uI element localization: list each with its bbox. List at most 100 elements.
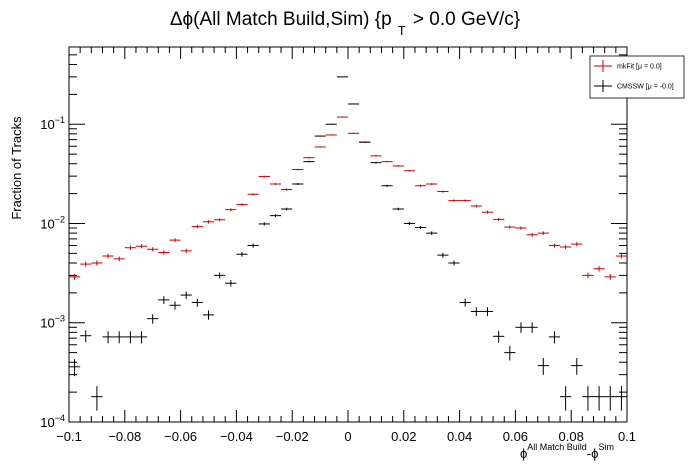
data-point-cmssw	[191, 298, 203, 307]
data-point-mkfit	[269, 182, 282, 186]
data-point-mkfit	[426, 182, 438, 186]
data-point-cmssw	[381, 184, 393, 187]
data-point-mkfit	[135, 244, 148, 249]
data-point-cmssw	[202, 310, 215, 320]
x-axis-title-sup2: Sim	[598, 442, 614, 452]
data-point-cmssw	[258, 222, 270, 226]
y-tick-label: 10−4	[40, 413, 65, 430]
data-point-cmssw	[403, 221, 415, 226]
data-point-mkfit	[437, 190, 449, 193]
data-point-cmssw	[392, 207, 404, 211]
y-axis-tick-labels: 10−410−310−210−1	[40, 115, 65, 430]
data-point-mkfit	[225, 208, 237, 211]
data-point-cmssw	[236, 252, 248, 257]
data-point-mkfit	[381, 160, 393, 163]
data-point-mkfit	[281, 188, 293, 191]
data-point-cmssw	[593, 386, 605, 411]
data-point-mkfit	[180, 248, 192, 254]
data-point-mkfit	[526, 232, 538, 237]
data-point-cmssw	[370, 161, 382, 164]
data-point-mkfit	[571, 242, 583, 247]
data-point-mkfit	[258, 175, 270, 178]
data-point-mkfit	[158, 250, 170, 255]
y-tick-label: 10−1	[40, 115, 65, 132]
data-point-cmssw	[303, 160, 315, 163]
data-point-mkfit	[80, 261, 92, 267]
data-point-mkfit	[292, 168, 304, 171]
data-point-cmssw	[225, 280, 237, 287]
data-point-cmssw	[169, 301, 181, 310]
data-point-mkfit	[493, 217, 505, 221]
data-point-cmssw	[348, 103, 360, 105]
legend-label-cmssw: CMSSW [μ = -0.0]	[617, 84, 674, 91]
data-point-mkfit	[325, 134, 337, 136]
data-point-cmssw	[102, 331, 114, 344]
x-axis-title-phi2: -ϕ	[587, 446, 599, 461]
x-tick-label: −0.04	[220, 429, 253, 444]
data-point-mkfit	[515, 226, 527, 230]
data-point-cmssw	[135, 331, 148, 344]
x-tick-label: 0.08	[559, 429, 584, 444]
data-point-mkfit	[214, 218, 226, 222]
y-tick-label-exponent: −2	[55, 214, 65, 224]
data-point-mkfit	[147, 247, 159, 252]
data-point-cmssw	[91, 386, 103, 411]
data-point-cmssw	[336, 76, 348, 78]
data-point-mkfit	[124, 245, 136, 250]
y-tick-label-exponent: −4	[55, 413, 65, 423]
data-point-mkfit	[236, 203, 248, 206]
data-point-mkfit	[348, 132, 360, 134]
data-point-mkfit	[392, 165, 404, 167]
data-point-mkfit	[314, 146, 326, 148]
data-point-mkfit	[604, 273, 616, 280]
x-tick-label: 0.1	[618, 429, 636, 444]
data-point-cmssw	[80, 330, 92, 343]
y-tick-label-exponent: −1	[55, 115, 65, 125]
data-point-mkfit	[448, 199, 460, 202]
data-point-mkfit	[548, 243, 561, 248]
y-tick-label: 10−2	[40, 214, 65, 231]
data-point-cmssw	[124, 331, 136, 344]
y-tick-label-base: 10	[40, 216, 54, 231]
data-point-cmssw	[426, 231, 438, 235]
data-point-cmssw	[158, 296, 170, 304]
data-point-cmssw	[281, 207, 293, 211]
data-point-mkfit	[560, 244, 572, 250]
y-tick-label: 10−3	[40, 314, 65, 331]
x-axis-title-sup1: All Match Build	[527, 442, 587, 452]
data-point-cmssw	[247, 243, 259, 248]
data-point-cmssw	[459, 298, 471, 307]
x-axis-tick-labels: −0.1 −0.08 −0.06 −0.04 −0.02 0 0.02 0.04 0.06 0.0…	[56, 429, 636, 444]
data-point-cmssw	[481, 307, 494, 317]
legend-entry-mkfit: mkFit [μ = 0.0]	[594, 60, 662, 72]
data-point-cmssw	[359, 141, 371, 143]
data-point-cmssw	[526, 322, 538, 333]
y-tick-label-base: 10	[40, 117, 54, 132]
series-cmssw	[69, 76, 627, 411]
data-point-mkfit	[582, 272, 594, 279]
data-point-mkfit	[336, 116, 348, 118]
x-tick-label: −0.1	[56, 429, 82, 444]
x-tick-label: 0	[344, 429, 351, 444]
data-point-mkfit	[113, 256, 125, 262]
data-point-cmssw	[314, 135, 326, 137]
data-point-mkfit	[593, 266, 605, 272]
data-point-mkfit	[403, 169, 415, 172]
data-point-cmssw	[325, 123, 337, 125]
data-point-cmssw	[69, 359, 81, 377]
data-point-mkfit	[169, 238, 181, 243]
data-point-mkfit	[414, 184, 427, 187]
x-axis-title-phi1: ϕ	[520, 446, 527, 461]
data-point-cmssw	[560, 386, 572, 411]
data-point-cmssw	[292, 182, 304, 186]
data-point-cmssw	[615, 386, 627, 411]
data-point-cmssw	[470, 307, 482, 317]
data-point-cmssw	[147, 314, 159, 324]
data-point-mkfit	[191, 224, 203, 229]
chart-title: Δϕ(All Match Build,Sim) {p T > 0.0 GeV/c}	[170, 9, 520, 38]
data-point-cmssw	[214, 272, 226, 279]
series-mkfit	[69, 116, 627, 280]
legend-box	[589, 55, 685, 99]
y-tick-label-base: 10	[40, 415, 54, 430]
